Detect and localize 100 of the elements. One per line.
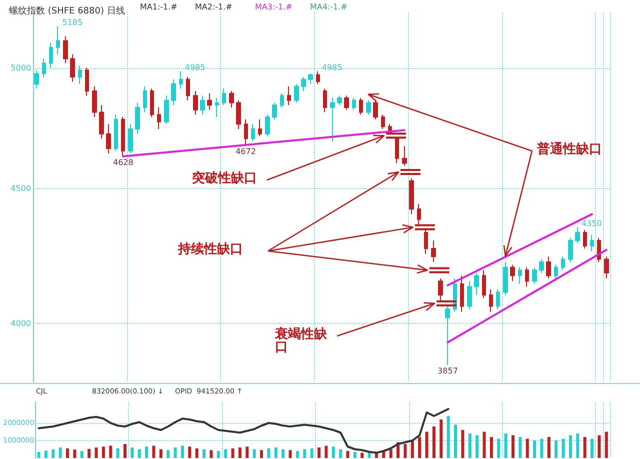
bar [145,446,148,458]
bar [267,448,270,458]
candlestick [489,288,493,312]
annotation: 衰竭性缺口 [274,326,328,355]
bar [138,449,141,458]
candlestick [92,86,97,118]
candlestick [99,104,104,140]
candlestick [344,95,349,110]
candlestick [554,264,558,282]
candlestick [287,86,291,106]
bar [446,416,450,458]
candlestick [200,95,205,116]
candlestick [85,67,89,96]
bar [410,440,414,458]
candlestick [546,256,551,279]
candlestick [164,95,169,125]
bar [590,438,594,458]
bar [288,450,292,458]
bar [346,451,350,458]
bar [210,450,213,458]
bar [476,435,479,458]
candlestick [316,70,320,84]
candlestick [207,92,212,110]
bar [468,434,472,458]
candlestick [496,288,500,310]
candlestick [402,146,407,166]
bar [231,448,234,458]
bar [195,448,198,458]
bar [52,449,55,458]
bar [562,438,565,458]
bar [116,448,120,458]
candlestick [409,178,414,215]
candlestick [561,256,565,271]
bar [604,432,608,458]
bar [238,448,242,458]
candlestick [272,102,277,120]
bar [152,446,156,458]
bar [159,449,162,458]
candlestick [215,98,219,118]
bar [497,438,500,458]
candlestick [301,76,306,92]
bar [598,435,601,458]
candlestick [236,100,241,130]
bar [296,451,299,458]
bar [58,448,62,458]
candlestick [373,100,378,120]
bar [583,437,586,458]
y-tick-label: 4000 [10,318,31,328]
annotation: 5185 [62,18,83,27]
bar [130,448,134,458]
annotation: 突破性缺口 [191,170,257,186]
candlestick [583,229,587,250]
bar [88,448,91,458]
candlestick [417,203,421,226]
text: MA2:-1.# [195,2,233,12]
candlestick [568,237,573,262]
annotation: 普通性缺口 [536,141,602,157]
bar [282,449,285,458]
y-tick-label: 5000 [10,63,31,72]
candlestick [482,270,486,298]
bar [188,446,192,458]
candlestick [258,118,262,137]
candlestick [525,266,529,288]
bar [418,437,422,458]
annotation: 4628 [112,158,134,167]
text: MA4:-1.# [310,2,348,12]
annotation: 4350 [582,218,602,228]
annotation: 持续性缺口 [177,242,243,257]
annotation: 3857 [438,366,458,376]
candlestick [106,124,111,154]
annotation: 4672 [236,147,256,156]
bar [174,448,177,458]
candlestick [63,36,68,64]
bar [482,432,486,458]
candlestick [42,58,46,78]
candlestick [604,256,609,279]
bar [490,437,493,458]
bar [454,424,458,458]
y-tick-label: 4500 [10,184,31,193]
candlestick [251,124,255,142]
candlestick [157,106,161,130]
candlestick [34,70,39,90]
candlestick [532,266,537,284]
bar [518,437,522,458]
bar [533,440,536,458]
chart-title: 螺纹指数 (SHFE 6880) 日线 [9,6,125,16]
bar [504,434,508,458]
bar [317,448,320,458]
bar [246,446,249,458]
candlestick [431,240,436,262]
candlestick [474,272,479,296]
candlestick [121,116,125,157]
candlestick [323,88,327,113]
bar [353,452,356,458]
candlestick [78,65,82,84]
candlestick [222,88,226,106]
candlestick [265,114,270,137]
annotation: 4985 [322,62,342,72]
bar [461,430,464,458]
candlestick [244,118,248,146]
